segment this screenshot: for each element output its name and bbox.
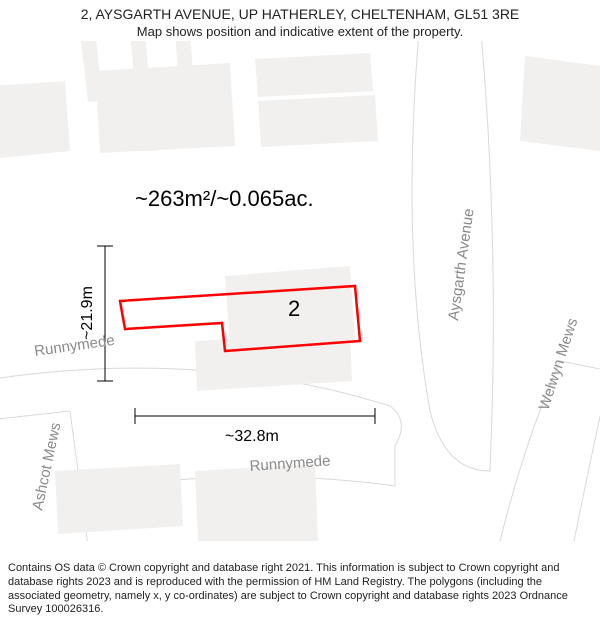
map-canvas: ~21.9m~32.8m~263m²/~0.065ac.2 RunnymedeR… bbox=[0, 41, 600, 541]
building-footprint bbox=[195, 331, 352, 391]
height-label: ~21.9m bbox=[79, 286, 96, 340]
copyright-footer: Contains OS data © Crown copyright and d… bbox=[0, 556, 600, 625]
building-footprint bbox=[255, 53, 373, 97]
header: 2, AYSGARTH AVENUE, UP HATHERLEY, CHELTE… bbox=[0, 0, 600, 41]
building-footprint bbox=[258, 95, 378, 147]
building-footprint bbox=[195, 464, 318, 541]
building-footprint bbox=[55, 464, 183, 534]
width-label: ~32.8m bbox=[225, 428, 279, 445]
plot-number: 2 bbox=[288, 296, 300, 321]
building-footprint bbox=[95, 63, 235, 153]
map-svg: ~21.9m~32.8m~263m²/~0.065ac.2 RunnymedeR… bbox=[0, 41, 600, 541]
building-footprint bbox=[0, 81, 70, 159]
address-line: 2, AYSGARTH AVENUE, UP HATHERLEY, CHELTE… bbox=[10, 6, 590, 22]
subtitle-line: Map shows position and indicative extent… bbox=[10, 24, 590, 39]
building-footprint bbox=[520, 56, 600, 151]
area-label: ~263m²/~0.065ac. bbox=[135, 186, 314, 211]
building-footprint bbox=[80, 41, 103, 102]
road-shape bbox=[412, 41, 493, 471]
road-label: Runnymede bbox=[33, 332, 115, 360]
